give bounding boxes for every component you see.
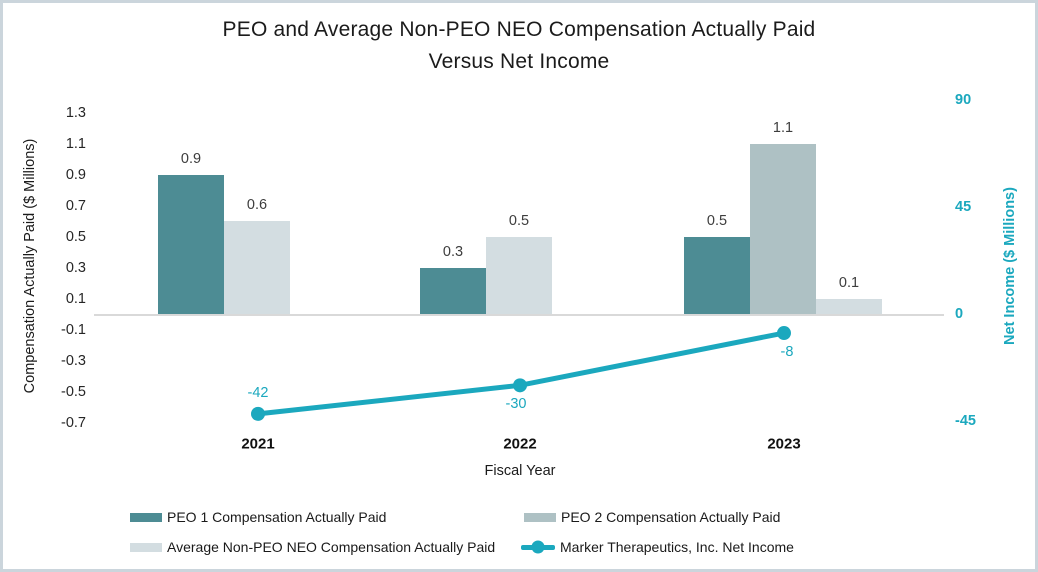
bar-avg-neo-2022 bbox=[486, 236, 552, 314]
bar-label-avg-neo-2022: 0.5 bbox=[508, 212, 530, 229]
line-label-2021: -42 bbox=[247, 384, 269, 401]
bar-avg-neo-2023 bbox=[816, 298, 882, 314]
legend-item-net-income: Marker Therapeutics, Inc. Net Income bbox=[521, 539, 794, 555]
right-axis-tick-label: 0 bbox=[955, 306, 964, 322]
line-marker-2022 bbox=[513, 378, 527, 393]
x-axis-title: Fiscal Year bbox=[484, 463, 556, 479]
x-axis-category-2023: 2023 bbox=[767, 435, 801, 453]
line-marker-2021 bbox=[251, 406, 265, 421]
line-label-2022: -30 bbox=[505, 396, 527, 413]
left-axis-tick-label: 0.3 bbox=[65, 259, 86, 276]
chart-title: PEO and Average Non-PEO NEO Compensation… bbox=[0, 14, 1038, 78]
legend-item-peo1: PEO 1 Compensation Actually Paid bbox=[130, 509, 386, 525]
left-axis-tick-label: 0.7 bbox=[65, 197, 86, 214]
right-axis-tick-label: -45 bbox=[955, 413, 976, 429]
left-axis-tick-label: 0.9 bbox=[65, 166, 86, 183]
left-axis-tick-label: -0.3 bbox=[61, 352, 86, 369]
legend-label-peo1: PEO 1 Compensation Actually Paid bbox=[167, 509, 387, 525]
bar-label-peo1-2023: 0.5 bbox=[706, 212, 728, 229]
left-axis-title: Compensation Actually Paid ($ Millions) bbox=[22, 138, 38, 394]
bar-label-peo1-2021: 0.9 bbox=[180, 150, 202, 167]
left-axis-tick-label: -0.7 bbox=[61, 414, 86, 431]
legend-item-peo2: PEO 2 Compensation Actually Paid bbox=[524, 509, 780, 525]
bar-peo1-2021 bbox=[158, 174, 224, 314]
legend-swatch-peo1-icon bbox=[130, 512, 162, 522]
x-axis-category-2021: 2021 bbox=[241, 435, 275, 453]
right-axis-tick-label: 90 bbox=[955, 92, 972, 108]
bar-label-avg-neo-2023: 0.1 bbox=[838, 274, 860, 291]
bar-label-peo2-2023: 1.1 bbox=[772, 119, 794, 136]
x-axis-line bbox=[94, 314, 944, 316]
bar-peo2-2023 bbox=[750, 143, 816, 314]
line-label-2023: -8 bbox=[780, 344, 794, 361]
bar-peo1-2023 bbox=[684, 236, 750, 314]
bar-peo1-2022 bbox=[420, 267, 486, 314]
left-axis-tick-label: 0.1 bbox=[65, 290, 86, 307]
x-axis-category-2022: 2022 bbox=[503, 435, 537, 453]
chart-title-line2: Versus Net Income bbox=[428, 50, 610, 73]
chart-title-line1: PEO and Average Non-PEO NEO Compensation… bbox=[222, 18, 816, 41]
left-axis-tick-label: -0.5 bbox=[61, 383, 86, 400]
bar-avg-neo-2021 bbox=[224, 221, 290, 314]
line-marker-2023 bbox=[777, 326, 791, 341]
legend-line-marker-icon bbox=[521, 544, 555, 550]
legend-swatch-peo2-icon bbox=[524, 512, 556, 522]
left-axis-tick-label: 1.3 bbox=[65, 104, 86, 121]
legend-label-net-income: Marker Therapeutics, Inc. Net Income bbox=[560, 539, 794, 555]
bar-label-peo1-2022: 0.3 bbox=[442, 243, 464, 260]
legend-label-peo2: PEO 2 Compensation Actually Paid bbox=[561, 509, 781, 525]
left-axis-tick-label: 1.1 bbox=[65, 135, 86, 152]
right-axis-title: Net Income ($ Millions) bbox=[1002, 187, 1018, 345]
legend-item-avg-neo: Average Non-PEO NEO Compensation Actuall… bbox=[130, 539, 495, 555]
left-axis-tick-label: -0.1 bbox=[61, 321, 86, 338]
left-axis-tick-label: 0.5 bbox=[65, 228, 86, 245]
bar-label-avg-neo-2021: 0.6 bbox=[246, 197, 268, 213]
legend-label-avg-neo: Average Non-PEO NEO Compensation Actuall… bbox=[167, 539, 496, 555]
legend-swatch-avg-neo-icon bbox=[130, 542, 162, 552]
right-axis-tick-label: 45 bbox=[955, 199, 972, 215]
